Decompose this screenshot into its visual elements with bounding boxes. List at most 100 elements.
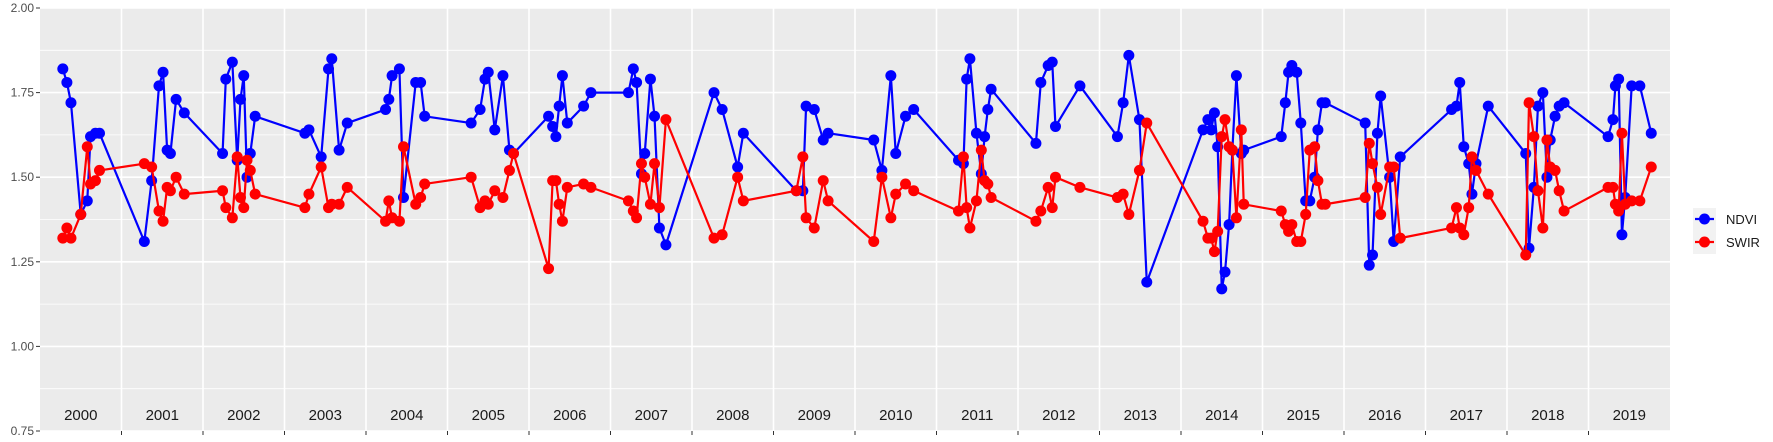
year-label: 2013	[1124, 407, 1157, 424]
year-label: 2014	[1205, 407, 1238, 424]
y-tick-label: 0.75	[11, 424, 35, 438]
ndvi-point	[220, 73, 232, 85]
ndvi-point	[178, 107, 190, 119]
ndvi-point	[1537, 87, 1549, 99]
year-label: 2018	[1531, 407, 1564, 424]
swir-point	[1613, 205, 1625, 217]
swir-point	[1046, 202, 1058, 214]
ndvi-point	[1520, 148, 1532, 160]
swir-point	[1626, 195, 1638, 207]
swir-point	[1074, 181, 1086, 193]
ndvi-point	[482, 66, 494, 78]
ndvi-point	[170, 93, 182, 105]
y-axis: 0.75 1.00 1.25 1.50 1.75 2.00	[11, 1, 40, 438]
y-tick-label: 2.00	[11, 1, 35, 15]
ndvi-point	[157, 66, 169, 78]
ndvi-point	[1634, 80, 1646, 92]
swir-point	[241, 154, 253, 166]
ndvi-point	[553, 100, 565, 112]
swir-point	[964, 222, 976, 234]
ndvi-point	[547, 120, 559, 132]
swir-point	[315, 161, 327, 173]
ndvi-point	[226, 56, 238, 68]
gridlines	[40, 7, 1670, 432]
swir-point	[800, 212, 812, 224]
year-label: 2017	[1450, 407, 1483, 424]
ndvi-point	[1645, 127, 1657, 139]
year-label: 2007	[635, 407, 668, 424]
swir-point	[732, 171, 744, 183]
swir-point	[1133, 164, 1145, 176]
swir-point	[1141, 117, 1153, 129]
swir-point	[985, 192, 997, 204]
series-layer	[57, 49, 1657, 295]
swir-point	[1528, 131, 1540, 143]
swir-point	[975, 144, 987, 156]
swir-point	[57, 232, 69, 244]
swir-point	[797, 151, 809, 163]
ndvi-point	[1291, 66, 1303, 78]
y-tick-label: 1.00	[11, 339, 35, 353]
ndvi-point	[1602, 131, 1614, 143]
swir-point	[639, 171, 651, 183]
ndvi-point	[964, 53, 976, 65]
ndvi-point	[649, 110, 661, 122]
swir-point	[217, 185, 229, 197]
swir-point	[649, 158, 661, 170]
x-axis: 2000 2001 2002 2003 2004 2005 2006 2007 2008 2009…	[64, 407, 1646, 435]
swir-point	[1226, 144, 1238, 156]
ndvi-point	[1558, 97, 1570, 109]
year-label: 2015	[1287, 407, 1320, 424]
swir-point	[1295, 235, 1307, 247]
swir-point	[75, 208, 87, 220]
year-label: 2016	[1368, 407, 1401, 424]
ndvi-point	[497, 70, 509, 82]
swir-point	[1553, 185, 1565, 197]
swir-point	[1312, 175, 1324, 187]
ndvi-point	[708, 87, 720, 99]
swir-point	[508, 148, 520, 160]
ndvi-point	[985, 83, 997, 95]
ndvi-point	[1312, 124, 1324, 136]
ndvi-point	[386, 70, 398, 82]
swir-point	[644, 198, 656, 210]
swir-point	[1300, 208, 1312, 220]
year-label: 2010	[879, 407, 912, 424]
ndvi-point	[1197, 124, 1209, 136]
swir-point	[1363, 137, 1375, 149]
swir-point	[482, 198, 494, 210]
ndvi-point	[1549, 110, 1561, 122]
swir-point	[808, 222, 820, 234]
swir-point	[1520, 249, 1532, 261]
swir-point	[1523, 97, 1535, 109]
swir-point	[1482, 188, 1494, 200]
ndvi-point	[885, 70, 897, 82]
swir-point	[961, 202, 973, 214]
swir-point	[1035, 205, 1047, 217]
swir-point	[234, 192, 246, 204]
swir-point	[157, 215, 169, 227]
swir-point	[164, 185, 176, 197]
ndvi-point	[908, 104, 920, 116]
swir-point	[1219, 114, 1231, 126]
ndvi-point	[900, 110, 912, 122]
swir-point	[900, 178, 912, 190]
ndvi-point	[1371, 127, 1383, 139]
ndvi-point	[979, 131, 991, 143]
ndvi-point	[822, 127, 834, 139]
ndvi-point	[868, 134, 880, 146]
y-tick-label: 1.25	[11, 255, 35, 269]
swir-point	[1394, 232, 1406, 244]
ndvi-point	[716, 104, 728, 116]
year-label: 2011	[961, 407, 993, 424]
swir-point	[220, 202, 232, 214]
ndvi-point	[164, 148, 176, 160]
swir-point	[178, 188, 190, 200]
ndvi-point	[93, 127, 105, 139]
legend-label-ndvi: NDVI	[1726, 212, 1757, 227]
year-label: 2008	[716, 407, 749, 424]
swir-point	[737, 195, 749, 207]
swir-point	[1549, 164, 1561, 176]
swir-point	[970, 195, 982, 207]
ndvi-point	[556, 70, 568, 82]
